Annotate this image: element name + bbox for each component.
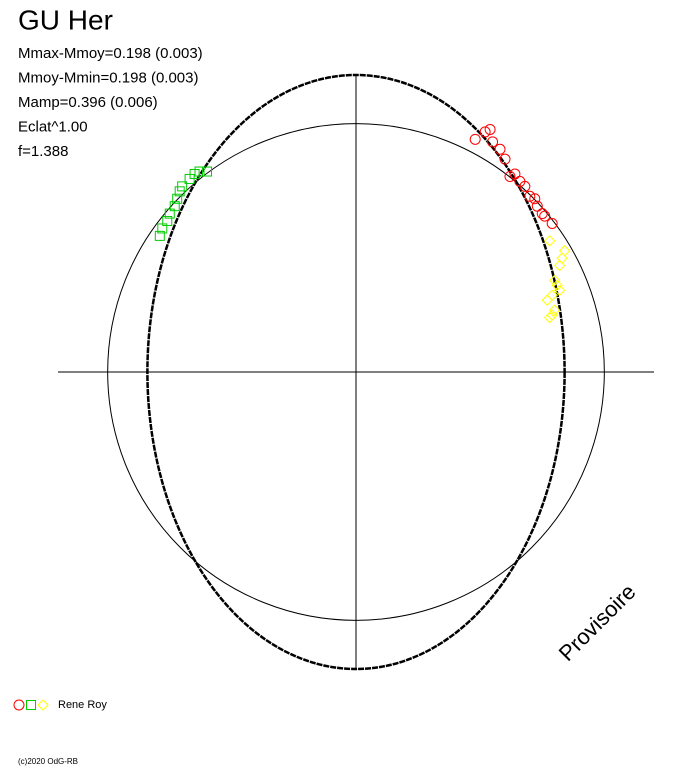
marker [504,170,516,182]
copyright: (c)2020 OdG-RB [18,757,78,766]
marker [536,208,548,220]
marker [484,123,496,135]
legend-marker [37,699,49,711]
marker [519,180,531,192]
chart-title: GU Her [18,4,113,35]
marker [162,216,173,227]
marker [553,284,566,297]
marker [548,274,561,287]
marker [553,259,566,272]
legend-marker [26,700,36,710]
marker [469,133,481,145]
marker [539,210,551,222]
marker [154,230,165,241]
marker [524,190,536,202]
stat-line: Mmoy-Mmin=0.198 (0.003) [18,69,198,86]
marker [169,201,180,212]
reference-circle [107,123,605,621]
marker [499,153,511,165]
marker [551,279,563,292]
marker [529,193,541,205]
marker [531,200,543,212]
marker [479,126,491,138]
marker [487,136,499,148]
marker [202,166,212,177]
marker [177,181,188,192]
marker [194,166,205,177]
marker [509,168,521,180]
legend-marker [13,699,25,711]
marker [172,193,183,204]
marker [548,304,561,316]
marker [546,218,558,229]
stat-line: Mmax-Mmoy=0.198 (0.003) [18,45,203,62]
marker [541,294,553,306]
marker [543,311,556,324]
stat-line: Eclat^1.00 [18,118,88,135]
stat-line: Mamp=0.396 (0.006) [18,94,158,111]
legend-label: Rene Roy [58,699,107,711]
fit-ellipse [146,73,566,671]
marker [494,143,506,155]
marker [543,235,556,247]
stat-line: f=1.388 [18,143,68,160]
